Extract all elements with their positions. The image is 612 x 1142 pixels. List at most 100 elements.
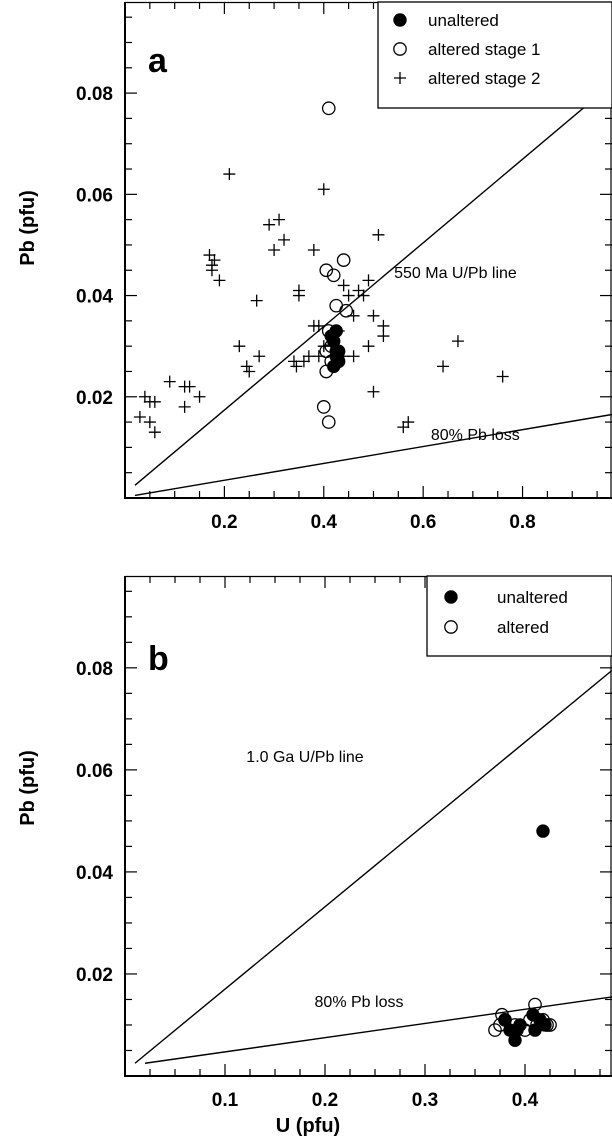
point-altered-stage-2 <box>163 375 176 388</box>
point-altered-stage-2 <box>317 340 330 353</box>
legend-box <box>426 575 612 657</box>
point-altered-stage-2 <box>352 284 365 297</box>
legend-label: altered stage 2 <box>428 69 540 88</box>
y-tick-label: 0.06 <box>76 761 113 782</box>
panel-a: 0.2 0.4 0.6 0.8 0.02 0.04 0.06 0.08 unaltered al… <box>17 1 612 533</box>
annotation-line-label-a: 550 Ma U/Pb line <box>394 265 517 282</box>
point-altered-stage-1 <box>321 101 336 116</box>
point-altered-stage-2 <box>278 233 291 246</box>
point-altered-stage-2 <box>307 319 320 332</box>
point-altered-stage-2 <box>205 259 218 272</box>
point-altered-stage-2 <box>292 289 305 302</box>
reference-line <box>134 669 612 1064</box>
point-altered-stage-1 <box>336 253 351 267</box>
legend-label: altered <box>497 618 549 637</box>
point-altered-stage-2 <box>148 395 161 408</box>
point-altered-stage-2 <box>312 350 325 363</box>
legend-marker <box>393 13 407 27</box>
y-tick-label: 0.06 <box>76 185 113 206</box>
y-tick-label: 0.02 <box>76 388 113 409</box>
annotation-pbloss-label-b: 80% Pb loss <box>315 994 404 1011</box>
point-altered-stage-2 <box>223 168 236 181</box>
point-altered-stage-2 <box>148 426 161 439</box>
point-altered-stage-2 <box>250 294 263 307</box>
point-altered-stage-2 <box>290 360 303 373</box>
point-unaltered <box>536 824 550 838</box>
point-altered-stage-2 <box>437 360 450 373</box>
y-tick-label: 0.04 <box>76 863 113 884</box>
point-altered-stage-2 <box>332 324 345 337</box>
y-tick-label: 0.08 <box>76 84 113 105</box>
point-altered <box>493 1018 507 1032</box>
data-layer-a <box>133 100 612 497</box>
x-axis-label-b: U (pfu) <box>276 1115 340 1137</box>
point-altered-stage-2 <box>451 335 464 348</box>
legend-marker <box>393 42 407 56</box>
point-altered <box>536 1013 550 1027</box>
x-tick-label: 0.6 <box>410 512 436 533</box>
x-tick-label: 0.2 <box>312 1090 338 1111</box>
point-altered-stage-2 <box>297 355 310 368</box>
x-tick-label: 0.1 <box>212 1090 239 1111</box>
point-altered-stage-2 <box>133 411 146 424</box>
point-altered-stage-1 <box>326 268 341 283</box>
legend-a: unaltered altered stage 1 altered stage 2 <box>377 1 612 109</box>
point-altered-stage-2 <box>377 319 390 332</box>
point-altered-stage-1 <box>339 303 353 318</box>
point-altered-stage-1 <box>321 415 336 429</box>
point-altered-stage-2 <box>337 279 350 292</box>
point-altered-stage-2 <box>213 274 226 287</box>
y-axis-label-b: Pb (pfu) <box>17 750 39 826</box>
point-altered-stage-2 <box>377 330 390 343</box>
x-tick-label: 0.3 <box>412 1090 438 1111</box>
point-altered-stage-2 <box>357 289 370 302</box>
point-altered-stage-2 <box>203 249 216 262</box>
panel-letter-b: b <box>148 640 169 678</box>
point-altered-stage-2 <box>496 370 509 383</box>
legend-b: unaltered altered <box>426 575 612 657</box>
x-tick-label: 0.4 <box>512 1090 539 1111</box>
point-altered-stage-2 <box>347 309 360 322</box>
point-altered <box>543 1018 557 1032</box>
legend-label: unaltered <box>497 588 568 607</box>
point-altered-stage-2 <box>263 218 276 231</box>
y-tick-label: 0.02 <box>76 965 113 986</box>
annotation-line-label-b: 1.0 Ga U/Pb line <box>246 749 364 766</box>
reference-line <box>134 413 612 497</box>
legend-label: altered stage 1 <box>428 40 540 59</box>
panel-b: 0.1 0.2 0.3 0.4 0.02 0.04 0.06 0.08 unaltered al… <box>17 575 612 1137</box>
x-tick-label: 0.2 <box>211 512 237 533</box>
point-altered-stage-2 <box>138 390 151 403</box>
point-altered-stage-2 <box>337 350 350 363</box>
legend-marker <box>444 590 458 604</box>
point-altered-stage-2 <box>143 416 156 429</box>
legend-marker <box>444 620 458 634</box>
plot-frame-a: 0.2 0.4 0.6 0.8 0.02 0.04 0.06 0.08 <box>76 1 612 533</box>
point-altered-stage-2 <box>342 289 355 302</box>
point-altered <box>540 1018 554 1032</box>
point-altered-stage-2 <box>307 244 320 256</box>
point-altered-stage-2 <box>178 380 191 393</box>
legend-box <box>377 1 612 109</box>
point-altered-stage-2 <box>362 340 375 353</box>
data-layer-b <box>134 669 612 1064</box>
point-altered-stage-1 <box>316 400 331 414</box>
point-altered-stage-2 <box>367 385 380 398</box>
legend-marker <box>394 72 406 84</box>
point-altered <box>488 1023 502 1037</box>
legend-label: unaltered <box>428 11 499 30</box>
x-tick-label: 0.8 <box>509 512 535 533</box>
y-tick-label: 0.04 <box>76 287 113 308</box>
point-altered-stage-1 <box>319 364 334 379</box>
point-altered-stage-1 <box>319 263 334 278</box>
point-altered-stage-2 <box>253 350 266 363</box>
point-altered-stage-2 <box>402 416 415 429</box>
reference-line <box>144 996 612 1064</box>
point-altered-stage-2 <box>268 244 281 256</box>
point-altered-stage-2 <box>372 228 385 241</box>
point-altered-stage-2 <box>243 365 256 378</box>
y-axis-label-a: Pb (pfu) <box>17 190 39 266</box>
point-altered <box>528 997 542 1012</box>
point-altered-stage-2 <box>397 421 410 434</box>
